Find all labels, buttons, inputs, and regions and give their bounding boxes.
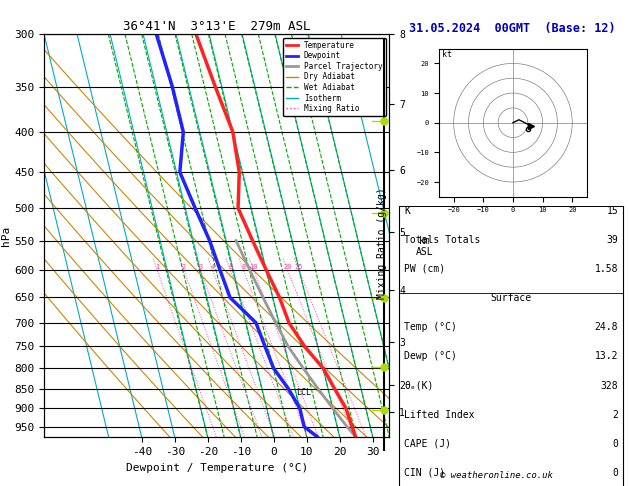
Text: 3: 3 [198, 264, 203, 270]
Text: 4: 4 [211, 264, 214, 270]
Y-axis label: km
ASL: km ASL [416, 236, 433, 257]
Text: 2: 2 [182, 264, 186, 270]
Text: θₑ(K): θₑ(K) [404, 381, 433, 391]
Text: 0: 0 [613, 439, 618, 449]
Text: 6: 6 [228, 264, 233, 270]
Text: kt: kt [442, 51, 452, 59]
Text: 31.05.2024  00GMT  (Base: 12): 31.05.2024 00GMT (Base: 12) [409, 22, 616, 35]
Text: © weatheronline.co.uk: © weatheronline.co.uk [440, 471, 554, 480]
Text: CIN (J): CIN (J) [404, 468, 445, 478]
Text: 8: 8 [242, 264, 245, 270]
Text: 1: 1 [155, 264, 159, 270]
Text: CAPE (J): CAPE (J) [404, 439, 451, 449]
X-axis label: Dewpoint / Temperature (°C): Dewpoint / Temperature (°C) [126, 463, 308, 473]
Text: Surface: Surface [491, 293, 532, 303]
Text: 10: 10 [250, 264, 258, 270]
Text: LCL: LCL [296, 388, 311, 398]
Text: K: K [404, 206, 409, 216]
Text: 2: 2 [613, 410, 618, 419]
Text: Lifted Index: Lifted Index [404, 410, 474, 419]
Text: 15: 15 [606, 206, 618, 216]
Text: 20: 20 [283, 264, 292, 270]
Text: 24.8: 24.8 [595, 322, 618, 332]
Text: Temp (°C): Temp (°C) [404, 322, 457, 332]
Text: Mixing Ratio (g/kg): Mixing Ratio (g/kg) [377, 187, 387, 299]
Text: 39: 39 [606, 235, 618, 245]
Legend: Temperature, Dewpoint, Parcel Trajectory, Dry Adiabat, Wet Adiabat, Isotherm, Mi: Temperature, Dewpoint, Parcel Trajectory… [283, 38, 386, 116]
Y-axis label: hPa: hPa [1, 226, 11, 246]
Text: 25: 25 [294, 264, 303, 270]
Text: Totals Totals: Totals Totals [404, 235, 481, 245]
Text: Dewp (°C): Dewp (°C) [404, 351, 457, 362]
Text: 0: 0 [613, 468, 618, 478]
Text: 328: 328 [601, 381, 618, 391]
Text: 13.2: 13.2 [595, 351, 618, 362]
Title: 36°41'N  3°13'E  279m ASL: 36°41'N 3°13'E 279m ASL [123, 20, 311, 33]
Text: 1.58: 1.58 [595, 264, 618, 274]
Text: PW (cm): PW (cm) [404, 264, 445, 274]
